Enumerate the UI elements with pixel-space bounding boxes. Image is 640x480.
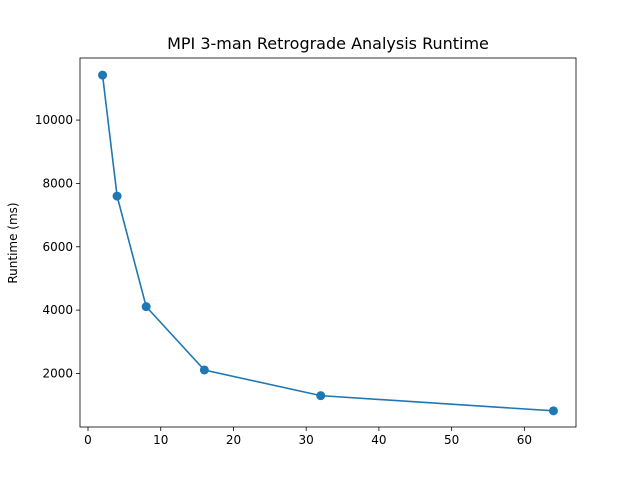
data-point-marker	[199, 365, 209, 375]
data-point-marker	[112, 191, 122, 201]
x-tick-label: 0	[84, 433, 92, 447]
chart-title: MPI 3-man Retrograde Analysis Runtime	[167, 34, 489, 53]
x-tick-label: 30	[299, 433, 314, 447]
data-point-marker	[316, 391, 326, 401]
y-tick-label: 8000	[42, 176, 73, 190]
series-line	[101, 75, 554, 412]
x-tick-label: 40	[371, 433, 386, 447]
x-tick-label: 50	[444, 433, 459, 447]
y-tick-label: 4000	[42, 303, 73, 317]
plot-frame	[79, 57, 577, 428]
x-tick-label: 20	[226, 433, 241, 447]
plot-area: 0 10 20 30 40 50 60 2000 4000 6000 8000 10000	[35, 57, 577, 447]
y-tick-label: 2000	[42, 366, 73, 380]
x-tick-label: 10	[153, 433, 168, 447]
data-point-marker	[548, 406, 558, 416]
y-axis-label: Runtime (ms)	[6, 202, 20, 283]
data-point-marker	[141, 302, 151, 312]
x-tick-label: 60	[517, 433, 532, 447]
y-tick-label: 10000	[35, 113, 73, 127]
y-tick-label: 6000	[42, 240, 73, 254]
data-point-marker	[98, 70, 108, 80]
